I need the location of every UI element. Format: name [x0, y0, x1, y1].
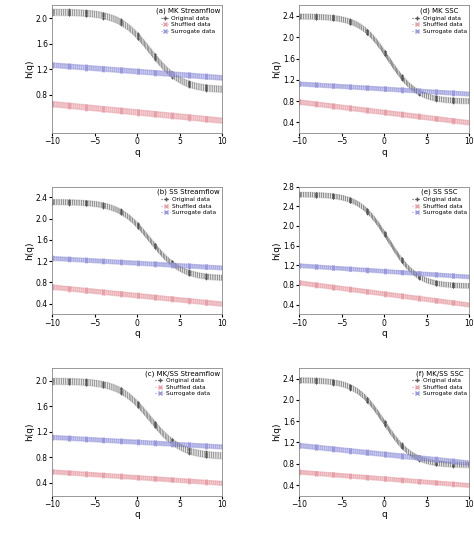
X-axis label: q: q — [135, 510, 140, 519]
Y-axis label: h(q): h(q) — [26, 60, 35, 78]
X-axis label: q: q — [381, 510, 387, 519]
Legend: Original data, Shuffled data, Surrogate data: Original data, Shuffled data, Surrogate … — [412, 188, 467, 216]
Y-axis label: h(q): h(q) — [26, 423, 35, 441]
Y-axis label: h(q): h(q) — [273, 423, 282, 441]
Y-axis label: h(q): h(q) — [273, 60, 282, 78]
Legend: Original data, Shuffled data, Surrogate data: Original data, Shuffled data, Surrogate … — [145, 370, 220, 397]
X-axis label: q: q — [135, 148, 140, 157]
Legend: Original data, Shuffled data, Surrogate data: Original data, Shuffled data, Surrogate … — [155, 7, 220, 34]
Legend: Original data, Shuffled data, Surrogate data: Original data, Shuffled data, Surrogate … — [412, 7, 467, 34]
Y-axis label: h(q): h(q) — [273, 241, 282, 260]
X-axis label: q: q — [135, 329, 140, 338]
X-axis label: q: q — [381, 329, 387, 338]
X-axis label: q: q — [381, 148, 387, 157]
Y-axis label: h(q): h(q) — [26, 241, 35, 260]
Legend: Original data, Shuffled data, Surrogate data: Original data, Shuffled data, Surrogate … — [412, 370, 467, 397]
Legend: Original data, Shuffled data, Surrogate data: Original data, Shuffled data, Surrogate … — [157, 188, 220, 216]
